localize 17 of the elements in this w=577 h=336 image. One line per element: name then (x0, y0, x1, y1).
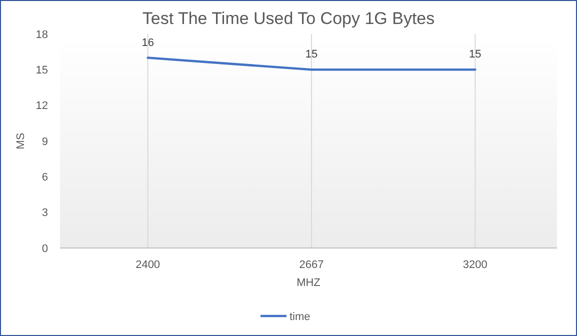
data-label: 15 (469, 48, 482, 61)
x-tick-label: 3200 (462, 259, 488, 271)
x-tick-label: 2667 (299, 259, 324, 271)
y-tick-label: 0 (42, 242, 48, 255)
y-tick-label: 3 (42, 207, 48, 220)
data-label: 15 (305, 48, 318, 61)
y-tick-label: 12 (36, 100, 48, 112)
y-tick-label: 18 (36, 28, 48, 41)
legend-label: time (290, 310, 310, 323)
x-axis-title: MHZ (296, 277, 321, 289)
data-label: 16 (142, 36, 154, 49)
y-tick-label: 9 (42, 136, 48, 148)
y-tick-label: 15 (36, 64, 48, 77)
y-axis-title: MS (15, 132, 27, 150)
x-tick-label: 2400 (136, 259, 160, 271)
chart-title: Test The Time Used To Copy 1G Bytes (142, 9, 435, 28)
y-tick-label: 6 (42, 172, 48, 184)
